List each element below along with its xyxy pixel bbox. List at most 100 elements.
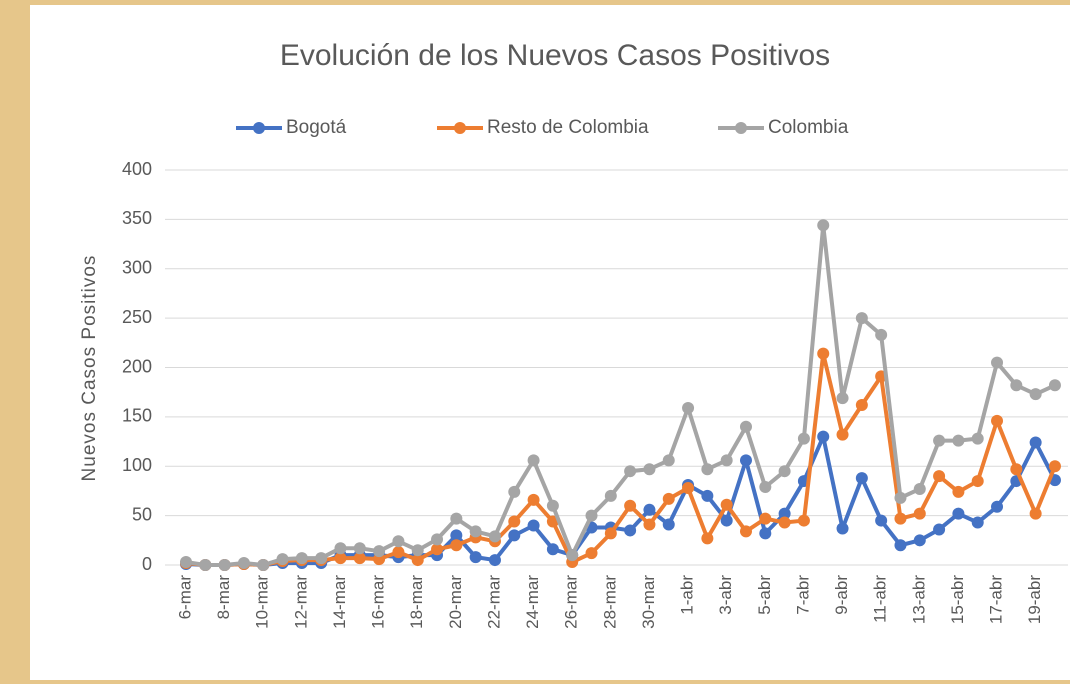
data-point — [1029, 388, 1042, 401]
x-tick-label: 8-mar — [214, 575, 233, 620]
data-point — [778, 516, 791, 529]
data-point — [720, 514, 733, 527]
data-point — [855, 399, 868, 412]
data-point — [450, 529, 463, 542]
data-point — [817, 347, 830, 360]
data-point — [913, 534, 926, 547]
y-axis-label: Nuevos Casos Positivos — [79, 255, 100, 482]
data-point — [585, 509, 598, 522]
x-tick-label: 26-mar — [562, 575, 581, 629]
data-point — [469, 551, 482, 564]
legend-label: Colombia — [768, 117, 849, 138]
y-tick-label: 400 — [122, 159, 152, 179]
data-point — [778, 465, 791, 478]
y-tick-label: 0 — [142, 554, 152, 574]
data-point — [855, 472, 868, 485]
x-tick-label: 1-abr — [678, 575, 697, 615]
data-point — [585, 547, 598, 560]
data-point — [739, 525, 752, 538]
data-point — [662, 492, 675, 505]
y-tick-label: 350 — [122, 208, 152, 228]
legend-marker — [735, 122, 747, 134]
data-point — [604, 489, 617, 502]
data-point — [1048, 460, 1061, 473]
x-tick-label: 30-mar — [639, 575, 658, 629]
x-tick-label: 9-abr — [832, 575, 851, 615]
x-tick-label: 5-abr — [755, 575, 774, 615]
data-point — [431, 533, 444, 546]
data-point — [450, 539, 463, 552]
data-point — [527, 519, 540, 532]
data-point — [894, 491, 907, 504]
y-tick-label: 250 — [122, 307, 152, 327]
data-point — [546, 543, 559, 556]
data-point — [488, 554, 501, 567]
data-point — [836, 522, 849, 535]
data-point — [913, 482, 926, 495]
data-point — [952, 507, 965, 520]
x-tick-label: 18-mar — [407, 575, 426, 629]
data-point — [952, 434, 965, 447]
data-point — [527, 493, 540, 506]
data-point — [1029, 507, 1042, 520]
y-tick-label: 100 — [122, 455, 152, 475]
x-tick-label: 24-mar — [523, 575, 542, 629]
data-point — [662, 454, 675, 467]
data-point — [971, 475, 984, 488]
x-tick-label: 3-abr — [716, 575, 735, 615]
data-point — [933, 434, 946, 447]
data-point — [180, 556, 192, 569]
data-point — [720, 454, 733, 467]
data-point — [855, 312, 868, 325]
data-point — [624, 499, 637, 512]
x-tick-label: 11-abr — [871, 575, 890, 623]
data-point — [836, 428, 849, 441]
data-point — [411, 544, 424, 557]
data-point — [624, 465, 637, 478]
data-point — [682, 481, 695, 494]
legend-label: Bogotá — [286, 117, 347, 138]
x-tick-label: 12-mar — [291, 575, 310, 629]
data-point — [913, 507, 926, 520]
data-point — [411, 554, 424, 567]
legend-label: Resto de Colombia — [487, 117, 649, 138]
data-point — [643, 463, 656, 476]
data-point — [392, 546, 405, 559]
data-point — [353, 542, 366, 555]
x-tick-label: 17-abr — [987, 575, 1006, 624]
data-point — [334, 552, 347, 565]
data-point — [276, 553, 289, 566]
data-point — [1010, 463, 1023, 476]
y-tick-label: 300 — [122, 258, 152, 278]
data-point — [701, 463, 714, 476]
data-point — [624, 524, 637, 537]
data-point — [971, 432, 984, 445]
x-tick-label: 20-mar — [446, 575, 465, 629]
x-tick-label: 6-mar — [175, 575, 194, 620]
y-tick-label: 50 — [132, 504, 152, 524]
x-tick-label: 16-mar — [369, 575, 388, 629]
data-point — [257, 559, 270, 571]
data-point — [527, 454, 540, 467]
data-point — [643, 518, 656, 531]
data-point — [817, 430, 830, 443]
data-point — [392, 535, 405, 548]
data-point — [701, 532, 714, 545]
data-point — [991, 500, 1004, 513]
chart-title: Evolución de los Nuevos Casos Positivos — [280, 39, 830, 72]
data-point — [566, 549, 579, 562]
series-line — [185, 351, 1057, 567]
data-point — [797, 432, 810, 445]
data-point — [604, 527, 617, 540]
data-point — [431, 543, 444, 556]
y-tick-label: 150 — [122, 406, 152, 426]
x-tick-label: 15-abr — [948, 575, 967, 624]
data-point — [991, 356, 1004, 369]
data-point — [836, 392, 849, 405]
data-point — [894, 539, 907, 552]
data-point — [353, 552, 366, 565]
data-point — [759, 480, 772, 493]
data-point — [894, 512, 907, 525]
data-point — [817, 219, 830, 232]
